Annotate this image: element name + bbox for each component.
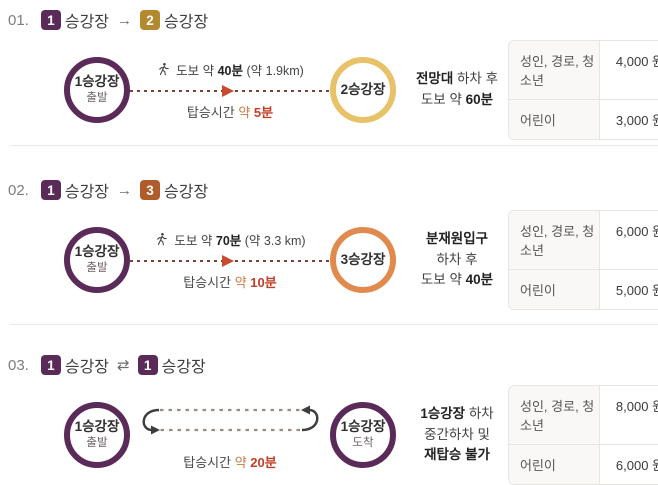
platform-badge-from: 1: [40, 180, 61, 200]
station-name: 1승강장: [74, 244, 120, 260]
walk-text: 도보 약 70분 (약 3.3 km): [174, 233, 306, 248]
arrow-right-icon: →: [117, 11, 133, 29]
arrowhead-icon: [222, 254, 234, 267]
fare-price: 6,000 원: [600, 445, 658, 484]
end-station-circle: 3승강장: [330, 227, 396, 293]
fare-row: 어린이 5,000 원: [509, 269, 658, 309]
walk-text: 도보 약 40분 (약 1.9km): [176, 63, 304, 78]
fare-category: 어린이: [509, 100, 600, 139]
note-line: 도보 약 40분: [420, 272, 494, 288]
walking-person-icon: [157, 232, 168, 245]
arrow-right-icon: →: [117, 181, 133, 199]
note-line: 도보 약 60분: [420, 92, 494, 107]
route-dashed-line: [130, 254, 330, 267]
fare-price: 3,000 원: [600, 100, 658, 139]
ride-info: 탑승시간 약 5분: [186, 104, 274, 120]
platform-label-from: 승강장: [64, 359, 110, 376]
station-role: 출발: [86, 91, 108, 104]
platform-label-to: 승강장: [161, 359, 206, 376]
platform-badge-from: 1: [40, 10, 61, 30]
route-number: 03.: [8, 356, 29, 374]
platform-label-from: 승강장: [64, 14, 110, 31]
fare-category: 성인, 경로, 청소년: [509, 386, 600, 444]
route-header: 02. 1 승강장 → 3 승강장: [8, 178, 652, 202]
fare-category: 어린이: [509, 445, 600, 484]
platform-badge-to: 1: [137, 355, 158, 375]
station-role: 출발: [86, 436, 108, 449]
fare-price: 5,000 원: [600, 270, 658, 309]
route-note: 전망대 하차 후 도보 약 60분: [406, 69, 508, 111]
route-number: 01.: [8, 11, 29, 29]
fare-table: 성인, 경로, 청소년 8,000 원 어린이 6,000 원: [508, 385, 658, 485]
section-divider: [10, 324, 658, 325]
note-line: 전망대 하차 후: [415, 71, 499, 87]
ride-info: 탑승시간 약 10분: [183, 274, 277, 290]
fare-category: 어린이: [509, 270, 600, 309]
platform-label-to: 승강장: [164, 184, 209, 201]
fare-category: 성인, 경로, 청소년: [509, 41, 600, 99]
station-name: 1승강장: [340, 419, 386, 435]
fare-row: 어린이 6,000 원: [509, 444, 658, 484]
route-body: 1승강장 출발 도보 약 40분 (약 1.9km) 탑승시간 약 5분 2승강…: [8, 40, 658, 140]
note-line: 중간하차 및: [424, 426, 490, 442]
route-section-02: 02. 1 승강장 → 3 승강장 1승강장 출발 도보 약 70분 (약 3.…: [0, 146, 658, 324]
route-note: 1승강장 하차 중간하차 및 재탑승 불가: [406, 404, 508, 467]
section-divider: [10, 145, 658, 146]
walk-info: 도보 약 70분 (약 3.3 km): [154, 230, 306, 249]
platform-badge-to: 2: [140, 10, 161, 30]
route-path: 탑승시간 약 20분: [130, 400, 330, 471]
route-body: 1승강장 출발 도보 약 70분 (약 3.3 km) 탑승시간 약 10분 3…: [8, 210, 658, 310]
route-body: 1승강장 출발 탑승시간 약 20분 1승강장 도착 1승강장 하차 중간하차 …: [8, 385, 658, 485]
note-line: 1승강장 하차: [420, 405, 494, 421]
start-station-circle: 1승강장 출발: [64, 402, 130, 468]
route-section-03: 03. 1 승강장 ⇄ 1 승강장 1승강장 출발 탑승시간 약 20분 1승강…: [0, 325, 658, 485]
fare-category: 성인, 경로, 청소년: [509, 211, 600, 269]
station-role: 출발: [86, 261, 108, 274]
fare-row: 성인, 경로, 청소년 6,000 원: [509, 211, 658, 269]
note-line: 재탑승 불가: [424, 447, 490, 463]
platform-badge-to: 3: [140, 180, 161, 200]
station-name: 2승강장: [340, 81, 386, 97]
walking-person-icon: [159, 62, 169, 75]
fare-row: 성인, 경로, 청소년 4,000 원: [509, 41, 658, 99]
fare-row: 어린이 3,000 원: [509, 99, 658, 139]
fare-table: 성인, 경로, 청소년 4,000 원 어린이 3,000 원: [508, 40, 658, 140]
platform-label-to: 승강장: [164, 14, 209, 31]
route-path: 도보 약 70분 (약 3.3 km) 탑승시간 약 10분: [130, 230, 330, 291]
route-header: 01. 1 승강장 → 2 승강장: [8, 8, 652, 32]
platform-label-from: 승강장: [64, 184, 110, 201]
arrowhead-icon: [222, 84, 234, 97]
route-dashed-line: [130, 84, 330, 97]
route-section-01: 01. 1 승강장 → 2 승강장 1승강장 출발 도보 약 40분 (약 1.…: [0, 0, 658, 145]
route-note: 분재원입구 하차 후 도보 약 40분: [406, 229, 508, 292]
platform-badge-from: 1: [40, 355, 61, 375]
fare-price: 6,000 원: [600, 211, 658, 269]
note-line: 하차 후: [436, 251, 478, 267]
start-station-circle: 1승강장 출발: [64, 57, 130, 123]
route-header: 03. 1 승강장 ⇄ 1 승강장: [8, 353, 652, 377]
fare-price: 4,000 원: [600, 41, 658, 99]
route-path: 도보 약 40분 (약 1.9km) 탑승시간 약 5분: [130, 60, 330, 121]
station-name: 1승강장: [74, 74, 120, 90]
fare-price: 8,000 원: [600, 386, 658, 444]
end-station-circle: 1승강장 도착: [330, 402, 396, 468]
start-station-circle: 1승강장 출발: [64, 227, 130, 293]
station-role: 도착: [352, 436, 374, 449]
walk-info: 도보 약 40분 (약 1.9km): [156, 60, 304, 79]
note-line: 분재원입구: [425, 230, 489, 246]
route-number: 02.: [8, 181, 29, 199]
round-trip-loop-icon: [142, 405, 319, 434]
end-station-circle: 2승강장: [330, 57, 396, 123]
fare-row: 성인, 경로, 청소년 8,000 원: [509, 386, 658, 444]
arrow-both-icon: ⇄: [117, 357, 130, 374]
ride-info: 탑승시간 약 20분: [183, 454, 277, 470]
station-name: 3승강장: [340, 251, 386, 267]
fare-table: 성인, 경로, 청소년 6,000 원 어린이 5,000 원: [508, 210, 658, 310]
station-name: 1승강장: [74, 419, 120, 435]
